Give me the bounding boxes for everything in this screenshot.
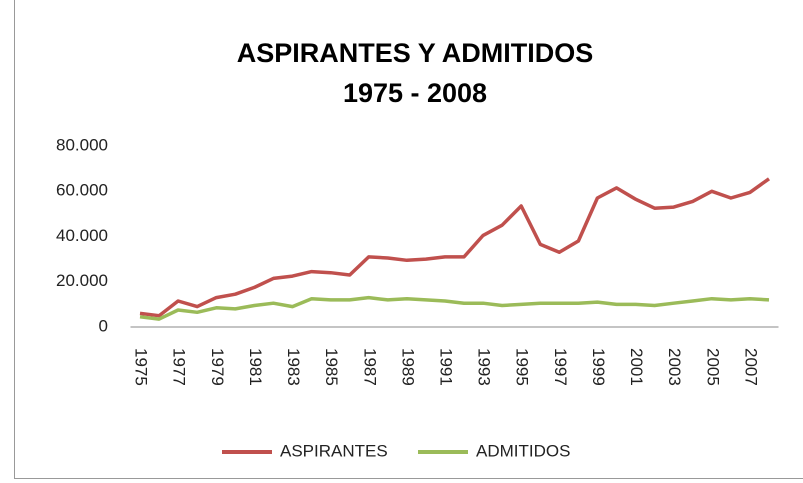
x-tick-label: 1985 xyxy=(322,348,341,386)
y-tick-label: 80.000 xyxy=(56,135,108,154)
y-tick-label: 40.000 xyxy=(56,226,108,245)
y-tick-label: 0 xyxy=(99,316,108,335)
y-tick-label: 20.000 xyxy=(56,271,108,290)
x-tick-label: 2007 xyxy=(741,348,760,386)
legend-label: ADMITIDOS xyxy=(476,441,570,460)
chart-title: ASPIRANTES Y ADMITIDOS xyxy=(237,38,594,68)
series-line xyxy=(139,177,771,318)
x-tick-label: 1977 xyxy=(170,348,189,386)
x-tick-label: 1999 xyxy=(589,348,608,386)
x-tick-label: 2005 xyxy=(703,348,722,386)
x-tick-label: 1995 xyxy=(513,348,532,386)
x-tick-label: 1993 xyxy=(475,348,494,386)
legend-label: ASPIRANTES xyxy=(280,441,388,460)
x-tick-label: 1997 xyxy=(551,348,570,386)
x-tick-label: 2003 xyxy=(665,348,684,386)
x-tick-label: 1991 xyxy=(436,348,455,386)
chart-subtitle: 1975 - 2008 xyxy=(343,78,487,108)
x-tick-label: 1975 xyxy=(132,348,151,386)
y-tick-label: 60.000 xyxy=(56,181,108,200)
x-tick-label: 1979 xyxy=(208,348,227,386)
x-tick-label: 1989 xyxy=(398,348,417,386)
x-tick-label: 2001 xyxy=(627,348,646,386)
x-tick-label: 1987 xyxy=(360,348,379,386)
series-line xyxy=(139,295,770,321)
x-tick-label: 1981 xyxy=(246,348,265,386)
x-tick-label: 1983 xyxy=(284,348,303,386)
